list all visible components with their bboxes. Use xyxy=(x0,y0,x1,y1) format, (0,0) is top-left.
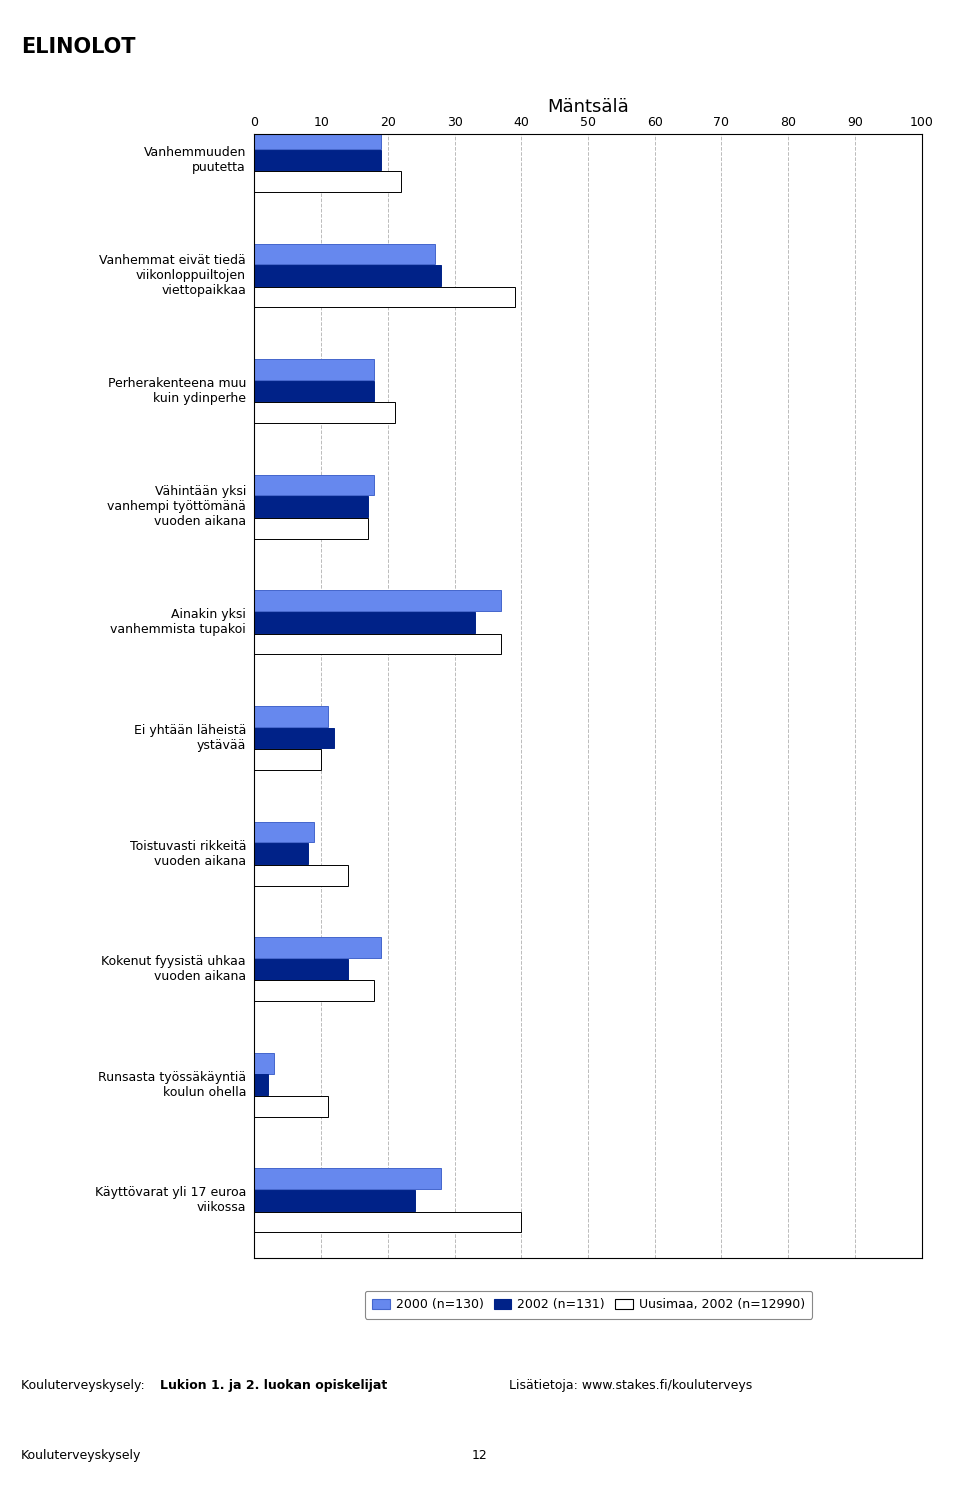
Bar xyxy=(254,171,401,192)
Text: Lukion 1. ja 2. luokan opiskelijat: Lukion 1. ja 2. luokan opiskelijat xyxy=(160,1379,388,1392)
Text: ELINOLOT: ELINOLOT xyxy=(21,37,135,57)
Bar xyxy=(254,381,374,402)
Bar xyxy=(254,359,374,380)
Bar xyxy=(254,706,327,727)
Bar xyxy=(254,822,315,843)
Bar xyxy=(254,1075,268,1094)
Bar xyxy=(254,843,308,864)
Bar xyxy=(254,244,435,264)
Bar xyxy=(254,475,374,496)
Bar xyxy=(254,1096,327,1117)
Text: Kouluterveyskysely:: Kouluterveyskysely: xyxy=(21,1379,149,1392)
Bar xyxy=(254,128,381,149)
Bar xyxy=(254,612,474,633)
Bar xyxy=(254,865,348,886)
Bar xyxy=(254,959,348,980)
Bar xyxy=(254,518,368,539)
Bar xyxy=(254,728,334,749)
Bar xyxy=(254,1212,521,1233)
Text: Mäntsälä: Mäntsälä xyxy=(547,98,630,116)
Text: Kouluterveyskysely: Kouluterveyskysely xyxy=(21,1449,141,1462)
Bar xyxy=(254,402,395,423)
Bar xyxy=(254,1190,415,1211)
Bar xyxy=(254,980,374,1001)
Bar xyxy=(254,634,501,654)
Bar xyxy=(254,937,381,957)
Text: 12: 12 xyxy=(472,1449,488,1462)
Bar xyxy=(254,265,442,286)
Legend: 2000 (n=130), 2002 (n=131), Uusimaa, 2002 (n=12990): 2000 (n=130), 2002 (n=131), Uusimaa, 200… xyxy=(365,1291,812,1319)
Bar xyxy=(254,149,381,170)
Bar xyxy=(254,1053,275,1074)
Text: Lisätietoja: www.stakes.fi/kouluterveys: Lisätietoja: www.stakes.fi/kouluterveys xyxy=(509,1379,752,1392)
Bar xyxy=(254,496,368,517)
Bar xyxy=(254,287,515,307)
Bar xyxy=(254,749,321,770)
Bar xyxy=(254,590,501,610)
Bar xyxy=(254,1169,442,1190)
